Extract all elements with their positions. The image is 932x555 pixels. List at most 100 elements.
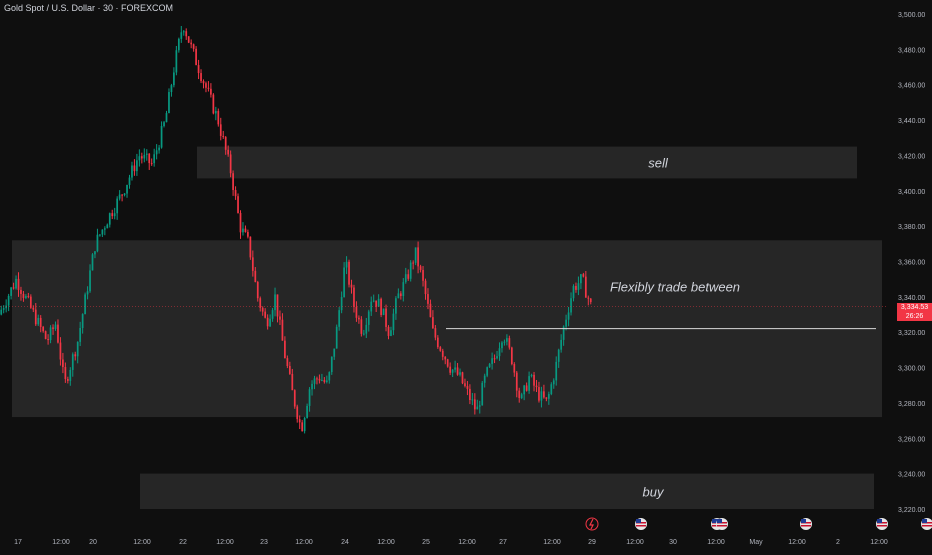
candle-body — [555, 361, 558, 381]
lightning-icon — [585, 517, 599, 531]
candle-body — [459, 372, 461, 375]
candle-body — [165, 113, 168, 123]
buy-zone — [140, 473, 874, 509]
price-tick-label: 3,500.00 — [898, 12, 925, 19]
candle-body — [232, 173, 234, 191]
candle-body — [316, 378, 318, 380]
candle-body — [582, 274, 585, 277]
bar-countdown: 26:26 — [905, 313, 924, 320]
time-tick-label: 24 — [341, 539, 349, 546]
candle-body — [466, 386, 469, 389]
candle-body — [244, 228, 247, 233]
candle-body — [197, 65, 200, 74]
candle-body — [478, 405, 481, 407]
candle-body — [54, 324, 57, 329]
candle-body — [227, 149, 230, 155]
zones-layer: sell Flexibly trade between buy — [12, 146, 882, 509]
candle-body — [103, 228, 106, 230]
us-flag-icon-stripe — [877, 525, 887, 527]
candle-body — [168, 92, 170, 114]
candle-body — [427, 294, 429, 304]
candle-body — [66, 378, 69, 381]
candle-body — [237, 196, 239, 213]
candle-body — [422, 269, 424, 281]
candle-body — [150, 163, 153, 165]
candle-body — [498, 348, 501, 357]
candle-body — [52, 327, 54, 329]
candle-body — [515, 372, 518, 391]
candle-body — [318, 378, 321, 381]
candle-body — [417, 247, 419, 267]
candle-body — [12, 287, 15, 289]
time-tick-label: 12:00 — [626, 539, 644, 546]
candle-body — [390, 330, 392, 336]
candle-body — [84, 294, 86, 315]
candle-body — [550, 384, 553, 395]
candle-body — [476, 406, 479, 410]
candle-body — [163, 122, 165, 127]
candle-body — [589, 298, 592, 303]
candle-body — [200, 73, 202, 82]
candle-body — [567, 312, 570, 320]
candle-body — [530, 374, 533, 377]
candle-body — [471, 399, 474, 401]
price-tick-label: 3,400.00 — [898, 189, 925, 196]
candle-body — [404, 274, 407, 283]
us-flag-icon-stripe — [801, 525, 811, 527]
candle-body — [372, 300, 375, 302]
candle-body — [518, 390, 521, 399]
candle-body — [493, 358, 496, 360]
candle-body — [395, 298, 397, 314]
candle-body — [562, 326, 565, 340]
time-tick-label: 22 — [179, 539, 187, 546]
candle-body — [380, 298, 382, 315]
candle-body — [106, 224, 109, 229]
candle-body — [525, 385, 528, 391]
candle-body — [348, 261, 350, 285]
candle-body — [64, 367, 67, 379]
candle-body — [207, 87, 210, 89]
time-tick-label: 12:00 — [133, 539, 151, 546]
candle-body — [89, 270, 91, 292]
candle-body — [138, 156, 141, 161]
us-flag-icon-stripe — [636, 525, 646, 527]
candle-body — [311, 383, 313, 390]
candle-body — [367, 311, 370, 325]
candle-body — [306, 405, 308, 418]
candle-body — [355, 306, 358, 318]
candle-body — [543, 391, 545, 398]
candle-body — [399, 293, 402, 297]
candle-body — [441, 350, 444, 357]
candle-body — [217, 111, 220, 125]
time-tick-label: 12:00 — [458, 539, 476, 546]
price-tick-label: 3,220.00 — [898, 507, 925, 514]
candle-body — [116, 198, 119, 214]
candle-body — [377, 298, 380, 307]
candle-body — [464, 383, 466, 387]
candle-body — [96, 234, 99, 252]
candle-body — [180, 32, 183, 39]
lightning-icon-bolt — [589, 518, 594, 530]
candle-body — [254, 270, 257, 282]
time-tick-label: 17 — [14, 539, 22, 546]
candle-body — [173, 72, 175, 86]
candle-body — [323, 380, 326, 382]
candle-body — [382, 308, 385, 315]
candle-body — [136, 160, 138, 172]
candle-body — [503, 341, 506, 343]
candle-body — [291, 373, 294, 391]
candle-body — [496, 356, 498, 359]
us-flag-icon — [635, 518, 647, 530]
candle-body — [222, 135, 225, 137]
candle-body — [266, 317, 269, 327]
candle-body — [284, 340, 286, 359]
range-zone-label: Flexibly trade between — [610, 280, 740, 295]
us-flag-icon-canton — [922, 519, 927, 523]
candle-body — [488, 363, 491, 368]
candle-body — [353, 287, 355, 307]
time-axis: 17 12:00 20 12:00 22 12:00 23 12:00 24 12:00 25 12:… — [14, 539, 888, 546]
candle-body — [358, 317, 360, 320]
candle-body — [409, 262, 412, 279]
